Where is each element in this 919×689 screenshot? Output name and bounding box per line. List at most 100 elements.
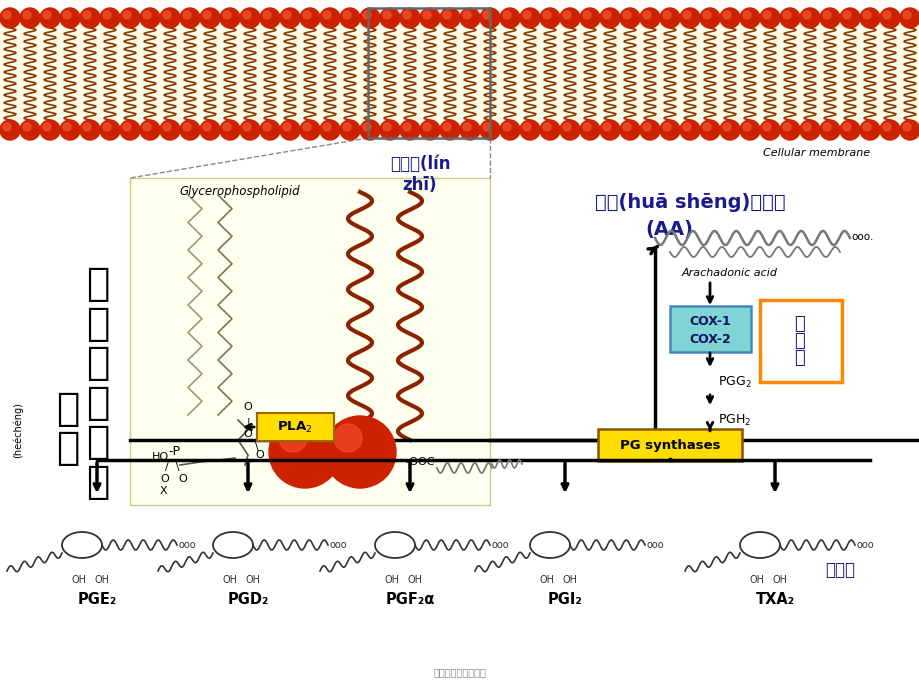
Circle shape [460, 8, 480, 28]
Text: O: O [255, 450, 264, 460]
Circle shape [882, 123, 890, 131]
Circle shape [579, 8, 599, 28]
FancyBboxPatch shape [597, 429, 742, 461]
Circle shape [542, 11, 550, 19]
Circle shape [220, 120, 240, 140]
Circle shape [140, 120, 160, 140]
Text: PG synthases: PG synthases [619, 438, 720, 451]
Circle shape [0, 8, 20, 28]
Circle shape [80, 120, 100, 140]
Circle shape [679, 120, 699, 140]
Text: 过
程: 过 程 [56, 390, 80, 468]
Text: 花生(huā shēng)四烯酸: 花生(huā shēng)四烯酸 [594, 193, 785, 212]
Circle shape [60, 8, 80, 28]
Circle shape [343, 11, 351, 19]
Text: PGG$_2$: PGG$_2$ [717, 374, 751, 389]
Circle shape [60, 120, 80, 140]
Circle shape [579, 120, 599, 140]
Circle shape [722, 11, 731, 19]
Circle shape [119, 8, 140, 28]
Circle shape [839, 120, 859, 140]
Circle shape [268, 416, 341, 488]
Text: -P: -P [168, 445, 180, 458]
Circle shape [602, 11, 610, 19]
Text: TXA₂: TXA₂ [754, 593, 794, 608]
FancyBboxPatch shape [256, 413, 334, 441]
Circle shape [283, 123, 290, 131]
Circle shape [199, 120, 220, 140]
Circle shape [83, 11, 91, 19]
Text: ooo: ooo [492, 540, 509, 550]
Circle shape [562, 11, 571, 19]
Circle shape [560, 8, 579, 28]
Circle shape [562, 123, 571, 131]
Circle shape [679, 8, 699, 28]
Circle shape [23, 11, 31, 19]
Text: ooo: ooo [330, 540, 347, 550]
Text: COX-1: COX-1 [688, 314, 730, 327]
Circle shape [20, 120, 40, 140]
Circle shape [0, 120, 20, 140]
Text: O: O [177, 474, 187, 484]
Circle shape [323, 123, 331, 131]
Circle shape [123, 123, 130, 131]
Circle shape [320, 8, 340, 28]
Circle shape [140, 8, 160, 28]
Circle shape [599, 8, 619, 28]
Circle shape [879, 8, 899, 28]
Circle shape [522, 123, 530, 131]
Circle shape [100, 8, 119, 28]
Circle shape [802, 11, 811, 19]
Circle shape [279, 120, 300, 140]
Text: O: O [160, 474, 168, 484]
Circle shape [263, 11, 271, 19]
Circle shape [222, 123, 231, 131]
Circle shape [380, 120, 400, 140]
Circle shape [599, 120, 619, 140]
Circle shape [619, 8, 640, 28]
Circle shape [323, 11, 331, 19]
Text: 前
列
腺
素
合
成: 前 列 腺 素 合 成 [86, 265, 109, 500]
Circle shape [622, 11, 630, 19]
Circle shape [640, 120, 659, 140]
Circle shape [503, 123, 510, 131]
Circle shape [902, 123, 910, 131]
Circle shape [23, 123, 31, 131]
Circle shape [859, 120, 879, 140]
Bar [0, 20, 919, 135]
Circle shape [363, 123, 370, 131]
Text: OH: OH [539, 575, 554, 585]
Circle shape [519, 120, 539, 140]
Circle shape [482, 123, 491, 131]
Circle shape [160, 8, 180, 28]
Circle shape [382, 11, 391, 19]
Text: O: O [244, 429, 252, 439]
Circle shape [659, 8, 679, 28]
Circle shape [659, 120, 679, 140]
Text: Arachadonic acid: Arachadonic acid [681, 268, 777, 278]
Circle shape [499, 120, 519, 140]
Text: (AA): (AA) [644, 220, 692, 239]
Text: Glycerophospholipid: Glycerophospholipid [179, 185, 300, 198]
Circle shape [482, 11, 491, 19]
Circle shape [334, 424, 361, 452]
Circle shape [899, 8, 919, 28]
Circle shape [720, 120, 739, 140]
Circle shape [642, 123, 651, 131]
Circle shape [420, 120, 439, 140]
Text: OH: OH [222, 575, 237, 585]
Circle shape [640, 8, 659, 28]
Text: OH: OH [562, 575, 577, 585]
Circle shape [800, 120, 819, 140]
Circle shape [682, 11, 690, 19]
Circle shape [583, 11, 590, 19]
Text: OH: OH [749, 575, 764, 585]
Circle shape [160, 120, 180, 140]
Circle shape [859, 8, 879, 28]
Circle shape [222, 11, 231, 19]
Circle shape [882, 11, 890, 19]
Circle shape [462, 11, 471, 19]
Circle shape [699, 120, 720, 140]
Circle shape [300, 120, 320, 140]
Circle shape [320, 120, 340, 140]
